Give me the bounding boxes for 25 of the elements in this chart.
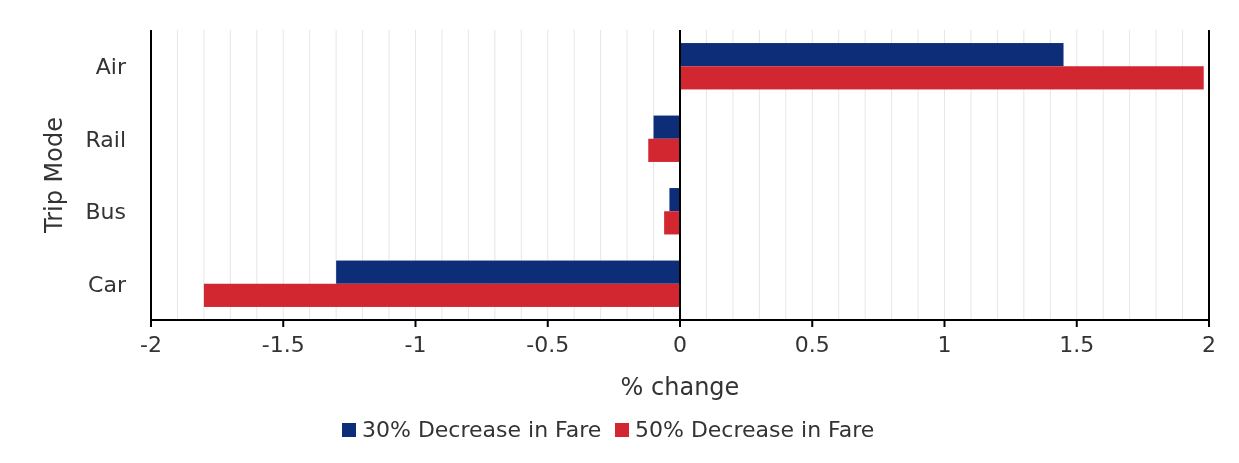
bar [648,138,680,162]
y-tick-label: Air [95,54,127,80]
x-tick-label: -1.5 [261,332,305,357]
x-tick-label: 0 [673,332,687,357]
x-axis-title: % change [620,373,740,401]
bar [680,43,1064,67]
legend-label: 50% Decrease in Fare [635,417,875,442]
legend-label: 30% Decrease in Fare [362,417,602,442]
bar [653,115,680,139]
x-tick-label: 1 [937,332,952,357]
bar [664,211,680,235]
bar [336,260,680,284]
x-tick-label: -2 [140,332,162,357]
x-tick-label: 0.5 [794,332,830,357]
x-tick-label: -0.5 [526,332,570,357]
y-tick-label: Car [88,271,127,297]
bar [680,66,1204,90]
x-tick-label: -1 [404,332,427,357]
x-tick-label: 2 [1202,332,1216,357]
bar [669,188,680,212]
x-tick-label: 1.5 [1059,332,1095,357]
y-tick-label: Bus [85,199,126,225]
bar [203,283,680,307]
y-tick-label: Rail [85,126,126,152]
y-axis-title: Trip Mode [40,117,68,234]
